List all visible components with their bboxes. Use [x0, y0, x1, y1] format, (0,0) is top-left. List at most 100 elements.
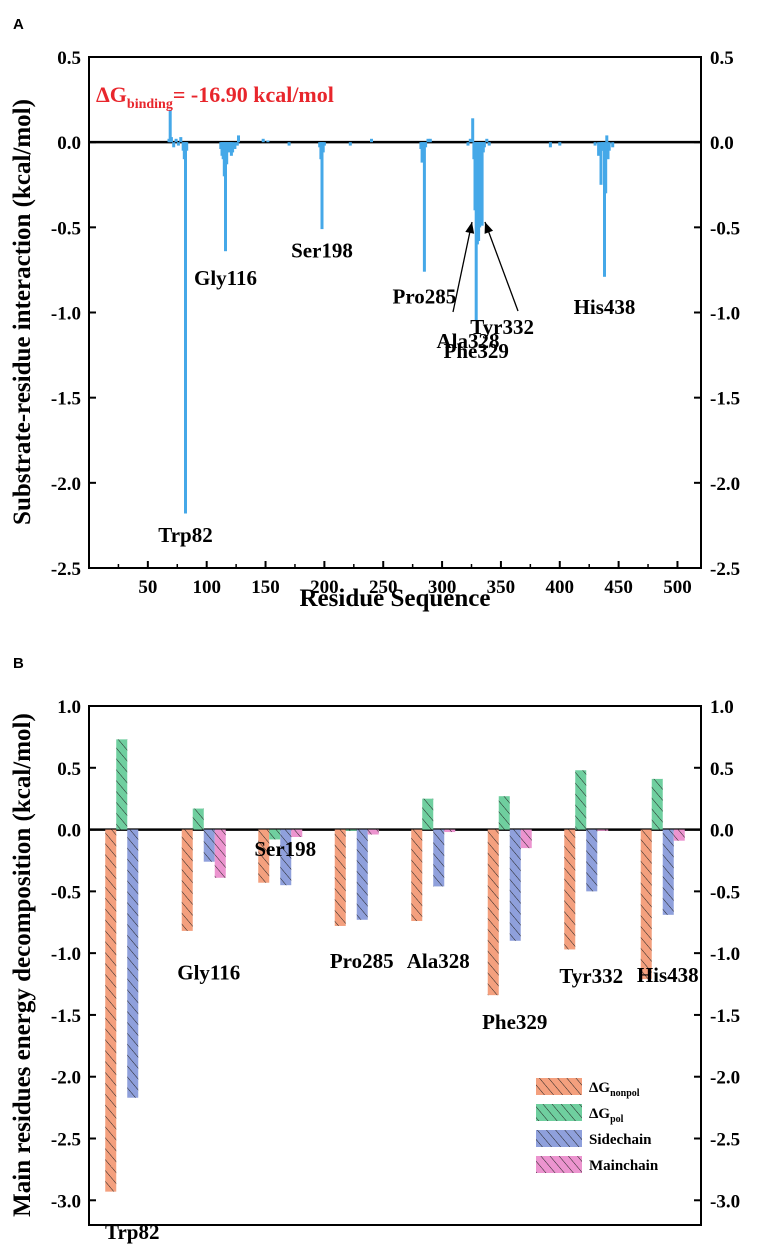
panel-b-y-tick-label-left: 0.5	[57, 759, 81, 780]
panel-a-x-tick-label: 400	[546, 577, 575, 598]
panel-b-bar-hatch	[586, 829, 598, 892]
panel-b-bar-hatch	[127, 829, 139, 1098]
panel-a-bar	[471, 118, 475, 143]
panel-b-bar-hatch	[269, 829, 281, 840]
panel-a-bar	[321, 142, 325, 153]
panel-a-bar	[169, 137, 173, 143]
panel-a-bar	[548, 142, 552, 148]
panel-b-bar-hatch	[487, 829, 499, 996]
panel-b-bar-hatch	[640, 829, 652, 980]
panel-b-bar-hatch	[334, 829, 346, 926]
panel-a-bar	[420, 142, 424, 163]
legend-label-main: Sidechain	[589, 1132, 652, 1148]
legend-swatch-hatch	[536, 1078, 582, 1095]
panel-a-x-tick-label: 50	[138, 577, 157, 598]
panel-a-residue-label: Trp82	[158, 523, 212, 547]
panel-b-bar-hatch	[291, 829, 303, 837]
panel-a-y-tick-label-left: -0.5	[51, 218, 81, 239]
panel-a-bar	[179, 137, 183, 143]
panel-b-bar-hatch	[498, 796, 510, 830]
panel-a-x-tick-label: 300	[428, 577, 457, 598]
panel-b-bar-hatch	[651, 778, 663, 830]
panel-b-letter: B	[13, 655, 24, 672]
panel-b-y-tick-label-left: 1.0	[57, 697, 81, 718]
panel-a-bar	[428, 138, 432, 143]
panel-b-bar-hatch	[411, 829, 423, 922]
panel-b-bar-hatch	[444, 829, 456, 833]
panel-b-y-tick-label-left: -1.5	[51, 1006, 81, 1027]
panel-b-bar-hatch	[356, 829, 368, 920]
panel-a-y-tick-label-right: 0.0	[710, 133, 734, 154]
panel-b-y-tick-label-right: 0.0	[710, 821, 734, 842]
panel-b-y-tick-label-left: -2.0	[51, 1068, 81, 1089]
panel-b-category-label: Tyr332	[559, 964, 623, 988]
panel-a-bar	[605, 135, 609, 143]
panel-a-bar	[482, 142, 486, 148]
panel-b-bar-hatch	[520, 829, 532, 849]
panel-a-bar	[322, 142, 326, 146]
panel-b-bar-hatch	[345, 829, 357, 831]
panel-a-bar	[168, 109, 172, 143]
panel-a-bar	[422, 142, 426, 272]
panel-a-arrow-line	[452, 221, 473, 313]
panel-a-x-tick-label: 200	[310, 577, 339, 598]
legend-swatch-hatch	[536, 1156, 582, 1173]
legend-swatch-hatch	[536, 1104, 582, 1121]
panel-a-y-tick-label-right: -0.5	[710, 218, 740, 239]
legend-label-sub: pol	[610, 1114, 624, 1125]
panel-a-bars	[167, 109, 615, 514]
legend-label-sub: nonpol	[610, 1088, 640, 1099]
panel-a-y-tick-label-right: -1.0	[710, 304, 740, 325]
panel-a-residue-label: Phe329	[444, 339, 509, 363]
panel-b-bar-hatch	[597, 829, 609, 831]
panel-a-bar	[237, 135, 240, 143]
panel-b-y-axis-title: Main residues energy decomposition (kcal…	[9, 713, 36, 1217]
legend-label-main: ΔG	[589, 1080, 610, 1096]
panel-a-bar	[184, 142, 187, 514]
panel-b-y-tick-label-right: -1.5	[710, 1006, 740, 1027]
legend-swatch-hatch	[536, 1130, 582, 1147]
panel-a-y-tick-label-right: -2.0	[710, 474, 740, 495]
panel-a-bar	[607, 142, 611, 151]
panel-a-bar	[468, 138, 472, 143]
panel-a-x-axis-title: Residue Sequence	[300, 585, 491, 612]
panel-a-bar	[558, 142, 562, 146]
panel-a-arrow-line	[484, 221, 519, 312]
panel-a-x-tick-label: 150	[251, 577, 280, 598]
panel-a-bar	[611, 142, 615, 148]
panel-b-category-label: Pro285	[330, 949, 394, 973]
panel-a-bar	[235, 142, 239, 146]
panel-b-y-tick-label-left: -0.5	[51, 882, 81, 903]
panel-a-residue-label: Tyr332	[470, 315, 534, 339]
panel-a-residue-label: Ser198	[291, 239, 353, 263]
panel-b-y-tick-label-right: -0.5	[710, 882, 740, 903]
panel-b-bar-hatch	[280, 829, 292, 886]
panel-b: B 1.0 0.5 0.0 -0.5 -1.0 -1.5 -2.0 -2.5 -3.0 1.0 0…	[9, 655, 740, 1244]
panel-b-bar-hatch	[564, 829, 576, 950]
panel-a-bar	[485, 138, 489, 143]
panel-a-bar	[426, 138, 430, 143]
binding-energy-annotation: ΔGbinding= -16.90 kcal/mol	[96, 82, 334, 112]
panel-a-bar	[266, 140, 270, 143]
panel-b-y-tick-label-right: -2.0	[710, 1068, 740, 1089]
legend-label-main: Mainchain	[589, 1158, 659, 1174]
panel-b-bar-hatch	[203, 829, 215, 862]
legend-label: Sidechain	[589, 1132, 652, 1148]
panel-a-letter: A	[13, 16, 24, 33]
panel-a-bar	[593, 142, 597, 146]
panel-b-y-tick-label-right: -3.0	[710, 1191, 740, 1212]
panel-b-y-ticks-right: 1.0 0.5 0.0 -0.5 -1.0 -1.5 -2.0 -2.5 -3.0	[694, 697, 740, 1212]
panel-b-bar-hatch	[509, 829, 521, 941]
panel-a-bar	[603, 142, 606, 277]
panel-b-bar-hatch	[214, 829, 226, 878]
panel-b-category-label: Gly116	[177, 960, 240, 984]
panel-a-y-ticks-right: 0.5 0.0 -0.5 -1.0 -1.5 -2.0 -2.5	[694, 48, 740, 580]
panel-a-bar	[599, 142, 603, 185]
panel-a-x-tick-label: 450	[604, 577, 633, 598]
panel-a-y-ticks-left: 0.5 0.0 -0.5 -1.0 -1.5 -2.0 -2.5	[51, 48, 96, 580]
panel-a-residue-label: Gly116	[194, 266, 257, 290]
panel-b-y-tick-label-right: 1.0	[710, 697, 734, 718]
panel-a-bar	[348, 142, 352, 146]
panel-b-y-tick-label-right: -1.0	[710, 944, 740, 965]
